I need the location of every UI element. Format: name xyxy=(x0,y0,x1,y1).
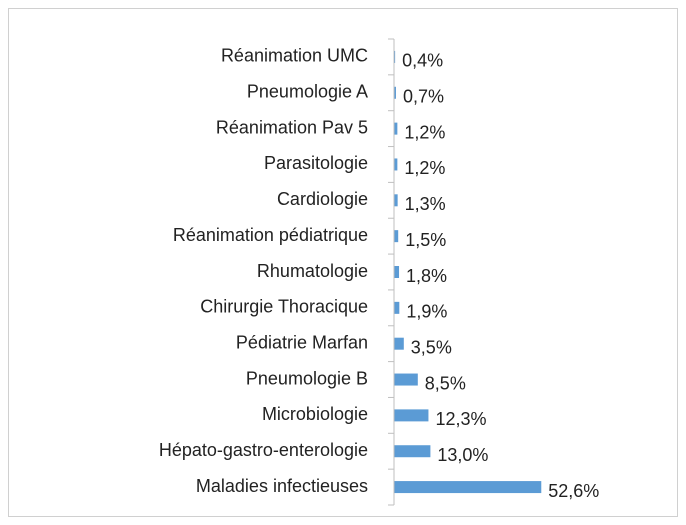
y-tick-label: Pédiatrie Marfan xyxy=(236,332,368,352)
bar xyxy=(394,194,398,207)
data-label: 1,2% xyxy=(404,122,445,142)
bar xyxy=(394,373,418,386)
bar xyxy=(394,266,400,278)
data-label: 13,0% xyxy=(437,445,488,465)
y-tick-label: Cardiologie xyxy=(277,189,368,209)
data-label: 1,3% xyxy=(405,194,446,214)
bar xyxy=(394,230,399,243)
y-tick-label: Réanimation pédiatrique xyxy=(173,225,368,245)
y-tick-label: Pneumologie A xyxy=(247,82,368,102)
y-tick-label: Chirurgie Thoracique xyxy=(200,297,368,317)
data-label: 12,3% xyxy=(435,409,486,429)
y-tick-label: Parasitologie xyxy=(264,153,368,173)
data-label: 52,6% xyxy=(548,481,599,501)
bar xyxy=(394,50,396,63)
bar xyxy=(394,337,404,350)
data-label: 1,8% xyxy=(406,266,447,286)
bar xyxy=(394,158,398,171)
bar xyxy=(394,445,431,458)
data-label: 3,5% xyxy=(411,337,452,357)
y-tick-label: Rhumatologie xyxy=(257,261,368,281)
bar xyxy=(394,301,400,314)
bar xyxy=(394,481,542,494)
bar xyxy=(394,122,398,135)
y-tick-label: Microbiologie xyxy=(262,404,368,424)
y-tick-label: Pneumologie B xyxy=(246,368,368,388)
y-tick-label: Réanimation UMC xyxy=(221,46,368,66)
data-label: 8,5% xyxy=(425,373,466,393)
data-label: 1,9% xyxy=(406,302,447,322)
chart-border xyxy=(8,8,678,517)
bar xyxy=(394,86,396,99)
y-tick-label: Hépato-gastro-enterologie xyxy=(159,440,368,460)
bar xyxy=(394,409,429,422)
data-label: 0,7% xyxy=(403,87,444,107)
y-tick-label: Maladies infectieuses xyxy=(196,476,368,496)
data-label: 1,2% xyxy=(404,158,445,178)
data-label: 1,5% xyxy=(405,230,446,250)
y-tick-label: Réanimation Pav 5 xyxy=(216,117,368,137)
data-label: 0,4% xyxy=(402,51,443,71)
